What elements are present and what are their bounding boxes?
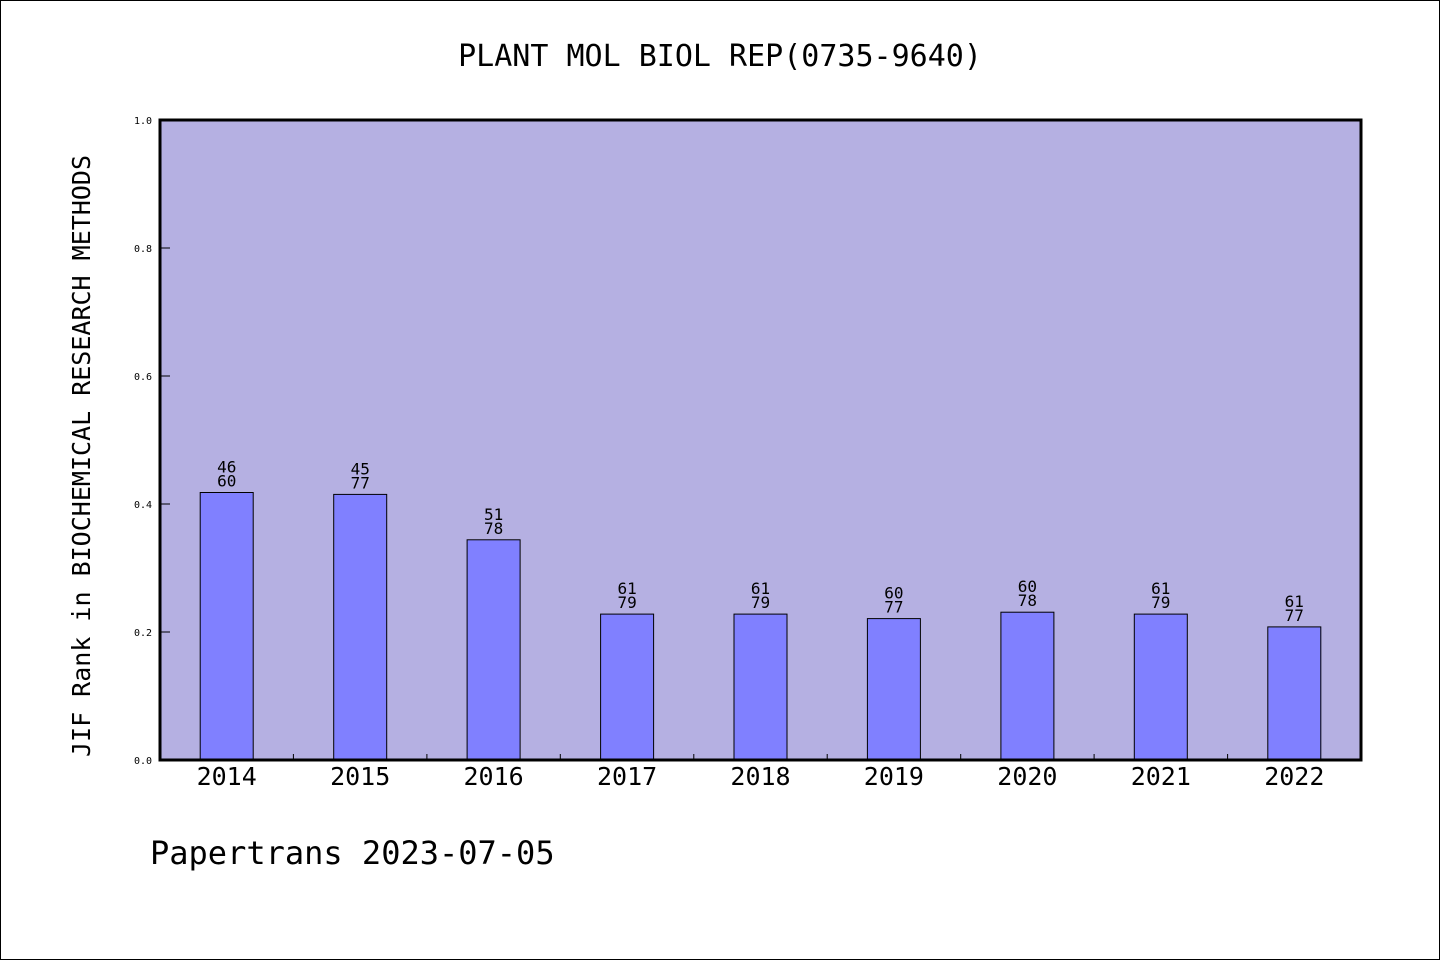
bar-2020 xyxy=(1000,611,1055,761)
bar-label-total: 77 xyxy=(351,473,370,492)
y-tick-label: 1.0 xyxy=(134,116,152,127)
bar-label-rank: 61 xyxy=(1285,592,1304,611)
bar-label-total: 79 xyxy=(1151,593,1170,612)
bar-2015 xyxy=(333,493,388,761)
bar-label-total: 60 xyxy=(217,472,236,491)
bar-label-total: 78 xyxy=(484,519,503,538)
bar-label-total: 78 xyxy=(1018,591,1037,610)
bar-label-total: 77 xyxy=(884,598,903,617)
y-tick-label: 0.4 xyxy=(134,500,152,511)
x-tick-label: 2018 xyxy=(730,762,790,791)
bar-2016 xyxy=(466,539,521,761)
bar-label-rank: 51 xyxy=(484,505,503,524)
x-tick-label: 2016 xyxy=(463,762,523,791)
bar-label-rank: 61 xyxy=(617,579,636,598)
bar-2021 xyxy=(1133,613,1188,761)
bar-label-rank: 45 xyxy=(351,459,370,478)
bar-label-rank: 61 xyxy=(1151,579,1170,598)
chart-title: PLANT MOL BIOL REP(0735-9640) xyxy=(458,39,982,74)
x-axis-ticks: 2014 2015 2016 2017 2018 2019 2020 2021 2022 xyxy=(197,754,1324,791)
x-tick-label: 2020 xyxy=(997,762,1057,791)
bars-group xyxy=(199,492,1322,761)
bar-2017 xyxy=(600,613,655,761)
y-tick-label: 0.6 xyxy=(134,372,152,383)
bar-label-total: 79 xyxy=(617,593,636,612)
bar-2019 xyxy=(866,618,921,761)
x-tick-label: 2017 xyxy=(597,762,657,791)
bar-label-rank: 60 xyxy=(1018,577,1037,596)
bar-2018 xyxy=(733,613,788,761)
x-tick-label: 2014 xyxy=(197,762,257,791)
bar-label-rank: 60 xyxy=(884,584,903,603)
bar-label-rank: 61 xyxy=(751,579,770,598)
bar-label-rank: 46 xyxy=(217,458,236,477)
y-tick-label: 0.0 xyxy=(134,756,152,767)
x-tick-label: 2021 xyxy=(1131,762,1191,791)
x-tick-label: 2019 xyxy=(864,762,924,791)
bar-2022 xyxy=(1267,626,1322,761)
y-tick-label: 0.2 xyxy=(134,628,152,639)
bar-label-total: 77 xyxy=(1285,606,1304,625)
x-tick-label: 2022 xyxy=(1264,762,1324,791)
x-tick-label: 2015 xyxy=(330,762,390,791)
plot-border xyxy=(158,118,1363,762)
bar-2014 xyxy=(199,492,254,761)
footer-credit: Papertrans 2023-07-05 xyxy=(150,834,555,872)
bar-label-total: 79 xyxy=(751,593,770,612)
y-tick-label: 0.8 xyxy=(134,244,152,255)
y-axis-label: JIF Rank in BIOCHEMICAL RESEARCH METHODS xyxy=(67,155,96,757)
